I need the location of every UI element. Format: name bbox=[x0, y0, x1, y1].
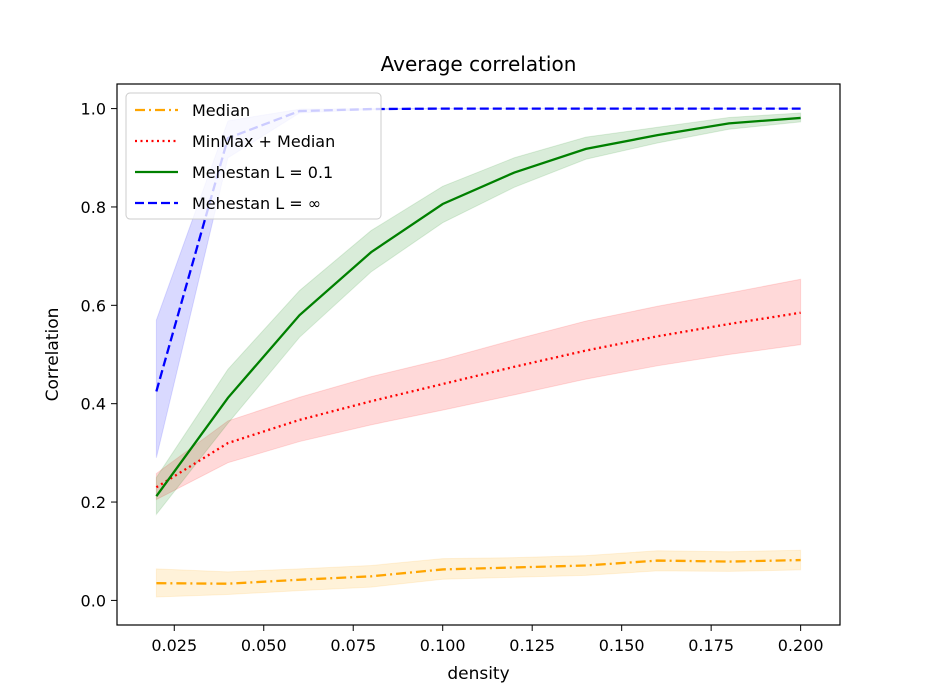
axes-frame bbox=[116, 83, 841, 626]
line-minmax_median bbox=[155, 311, 801, 489]
x-tick-label: 0.050 bbox=[241, 636, 287, 655]
legend-box bbox=[125, 92, 382, 220]
x-tick-label: 0.075 bbox=[330, 636, 376, 655]
x-tick-label: 0.175 bbox=[688, 636, 734, 655]
legend-label-median: Median bbox=[192, 101, 250, 120]
x-tick-label: 0.150 bbox=[599, 636, 645, 655]
legend-entries: Median MinMax + Median Mehestan L = 0.1 Meh… bbox=[135, 101, 335, 213]
x-tick-label: 0.100 bbox=[420, 636, 466, 655]
x-tick-label: 0.125 bbox=[509, 636, 555, 655]
y-tick-label: 0.8 bbox=[81, 198, 106, 217]
y-axis-ticks: 0.0 0.2 0.4 0.6 0.8 1.0 bbox=[81, 100, 117, 610]
y-axis-label: Correlation bbox=[43, 308, 63, 402]
y-tick-label: 0.2 bbox=[81, 493, 106, 512]
chart-title: Average correlation bbox=[381, 52, 577, 76]
y-tick-label: 1.0 bbox=[81, 100, 106, 119]
y-tick-label: 0.6 bbox=[81, 296, 106, 315]
x-tick-label: 0.200 bbox=[778, 636, 824, 655]
line-median bbox=[156, 558, 801, 585]
legend-label-mehestan_inf: Mehestan L = ∞ bbox=[192, 194, 321, 213]
x-axis-ticks: 0.025 0.050 0.075 0.100 0.125 0.150 0.175 0.200 bbox=[151, 625, 824, 655]
y-tick-label: 0.4 bbox=[81, 395, 106, 414]
band-mehestan_01 bbox=[155, 112, 802, 516]
legend-label-mehestan_01: Mehestan L = 0.1 bbox=[192, 163, 333, 182]
legend: Median MinMax + Median Mehestan L = 0.1 Meh… bbox=[125, 92, 382, 220]
band-minmax_median bbox=[155, 278, 802, 501]
legend-label-minmax_median: MinMax + Median bbox=[192, 132, 335, 151]
x-axis-label: density bbox=[447, 664, 509, 684]
y-tick-label: 0.0 bbox=[81, 591, 106, 610]
line-mehestan_01 bbox=[155, 116, 801, 497]
x-tick-label: 0.025 bbox=[151, 636, 197, 655]
